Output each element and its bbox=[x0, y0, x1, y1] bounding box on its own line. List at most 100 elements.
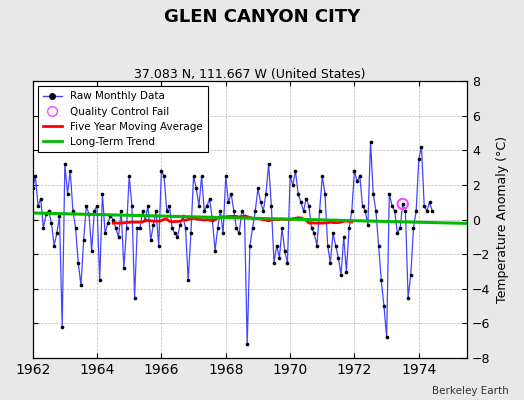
Point bbox=[39, 225, 48, 232]
Point bbox=[77, 282, 85, 288]
Point bbox=[74, 260, 82, 266]
Point bbox=[428, 208, 436, 214]
Point bbox=[294, 190, 302, 197]
Point bbox=[337, 272, 345, 278]
Point bbox=[321, 190, 329, 197]
Point bbox=[56, 213, 64, 219]
Point bbox=[147, 237, 155, 244]
Point bbox=[401, 208, 410, 214]
Point bbox=[28, 185, 37, 192]
Point bbox=[369, 190, 377, 197]
Point bbox=[407, 272, 415, 278]
Point bbox=[123, 225, 131, 232]
Point bbox=[82, 202, 91, 209]
Point bbox=[189, 173, 198, 180]
Point bbox=[404, 294, 412, 301]
Point bbox=[141, 216, 149, 223]
Point bbox=[414, 156, 423, 162]
Point bbox=[291, 168, 300, 174]
Point bbox=[235, 230, 243, 237]
Point bbox=[318, 173, 326, 180]
Point bbox=[168, 225, 176, 232]
Point bbox=[345, 225, 353, 232]
Point bbox=[208, 216, 216, 223]
Point bbox=[283, 260, 292, 266]
Point bbox=[47, 220, 56, 226]
Point bbox=[224, 199, 233, 206]
Point bbox=[259, 208, 267, 214]
Point bbox=[58, 324, 67, 330]
Point bbox=[42, 211, 50, 218]
Y-axis label: Temperature Anomaly (°C): Temperature Anomaly (°C) bbox=[496, 136, 509, 303]
Point bbox=[211, 248, 219, 254]
Point bbox=[372, 208, 380, 214]
Point bbox=[308, 225, 316, 232]
Point bbox=[195, 202, 203, 209]
Point bbox=[412, 208, 420, 214]
Point bbox=[125, 173, 134, 180]
Point bbox=[353, 178, 362, 185]
Point bbox=[63, 190, 72, 197]
Point bbox=[216, 208, 225, 214]
Point bbox=[155, 242, 163, 249]
Point bbox=[265, 161, 273, 167]
Point bbox=[420, 202, 429, 209]
Point bbox=[187, 230, 195, 237]
Point bbox=[340, 234, 348, 240]
Point bbox=[219, 230, 227, 237]
Point bbox=[119, 265, 128, 271]
Point bbox=[162, 208, 171, 214]
Point bbox=[280, 248, 289, 254]
Point bbox=[192, 185, 201, 192]
Point bbox=[52, 230, 61, 237]
Point bbox=[275, 254, 283, 261]
Point bbox=[315, 208, 324, 214]
Point bbox=[375, 242, 383, 249]
Legend: Raw Monthly Data, Quality Control Fail, Five Year Moving Average, Long-Term Tren: Raw Monthly Data, Quality Control Fail, … bbox=[38, 86, 208, 152]
Point bbox=[241, 213, 249, 219]
Point bbox=[425, 199, 434, 206]
Point bbox=[71, 225, 80, 232]
Point bbox=[222, 173, 230, 180]
Point bbox=[31, 173, 39, 180]
Point bbox=[165, 202, 173, 209]
Point bbox=[117, 208, 125, 214]
Point bbox=[213, 225, 222, 232]
Point bbox=[133, 225, 141, 232]
Point bbox=[310, 230, 319, 237]
Point bbox=[130, 294, 139, 301]
Point bbox=[144, 202, 152, 209]
Point bbox=[90, 208, 99, 214]
Point bbox=[347, 208, 356, 214]
Point bbox=[198, 173, 206, 180]
Point bbox=[34, 202, 42, 209]
Point bbox=[246, 242, 254, 249]
Point bbox=[157, 168, 166, 174]
Point bbox=[238, 208, 246, 214]
Point bbox=[262, 190, 270, 197]
Text: GLEN CANYON CITY: GLEN CANYON CITY bbox=[164, 8, 360, 26]
Point bbox=[171, 230, 179, 237]
Point bbox=[227, 190, 235, 197]
Point bbox=[366, 138, 375, 145]
Point bbox=[334, 254, 343, 261]
Point bbox=[297, 199, 305, 206]
Point bbox=[50, 242, 58, 249]
Point bbox=[388, 202, 396, 209]
Point bbox=[181, 225, 190, 232]
Point bbox=[358, 202, 367, 209]
Point bbox=[313, 242, 321, 249]
Point bbox=[254, 185, 262, 192]
Point bbox=[289, 182, 297, 188]
Point bbox=[184, 277, 192, 283]
Point bbox=[138, 208, 147, 214]
Point bbox=[409, 225, 418, 232]
Point bbox=[399, 201, 407, 207]
Point bbox=[37, 196, 45, 202]
Point bbox=[304, 202, 313, 209]
Point bbox=[396, 225, 404, 232]
Point bbox=[205, 196, 214, 202]
Point bbox=[152, 208, 160, 214]
Point bbox=[278, 225, 286, 232]
Point bbox=[417, 144, 425, 150]
